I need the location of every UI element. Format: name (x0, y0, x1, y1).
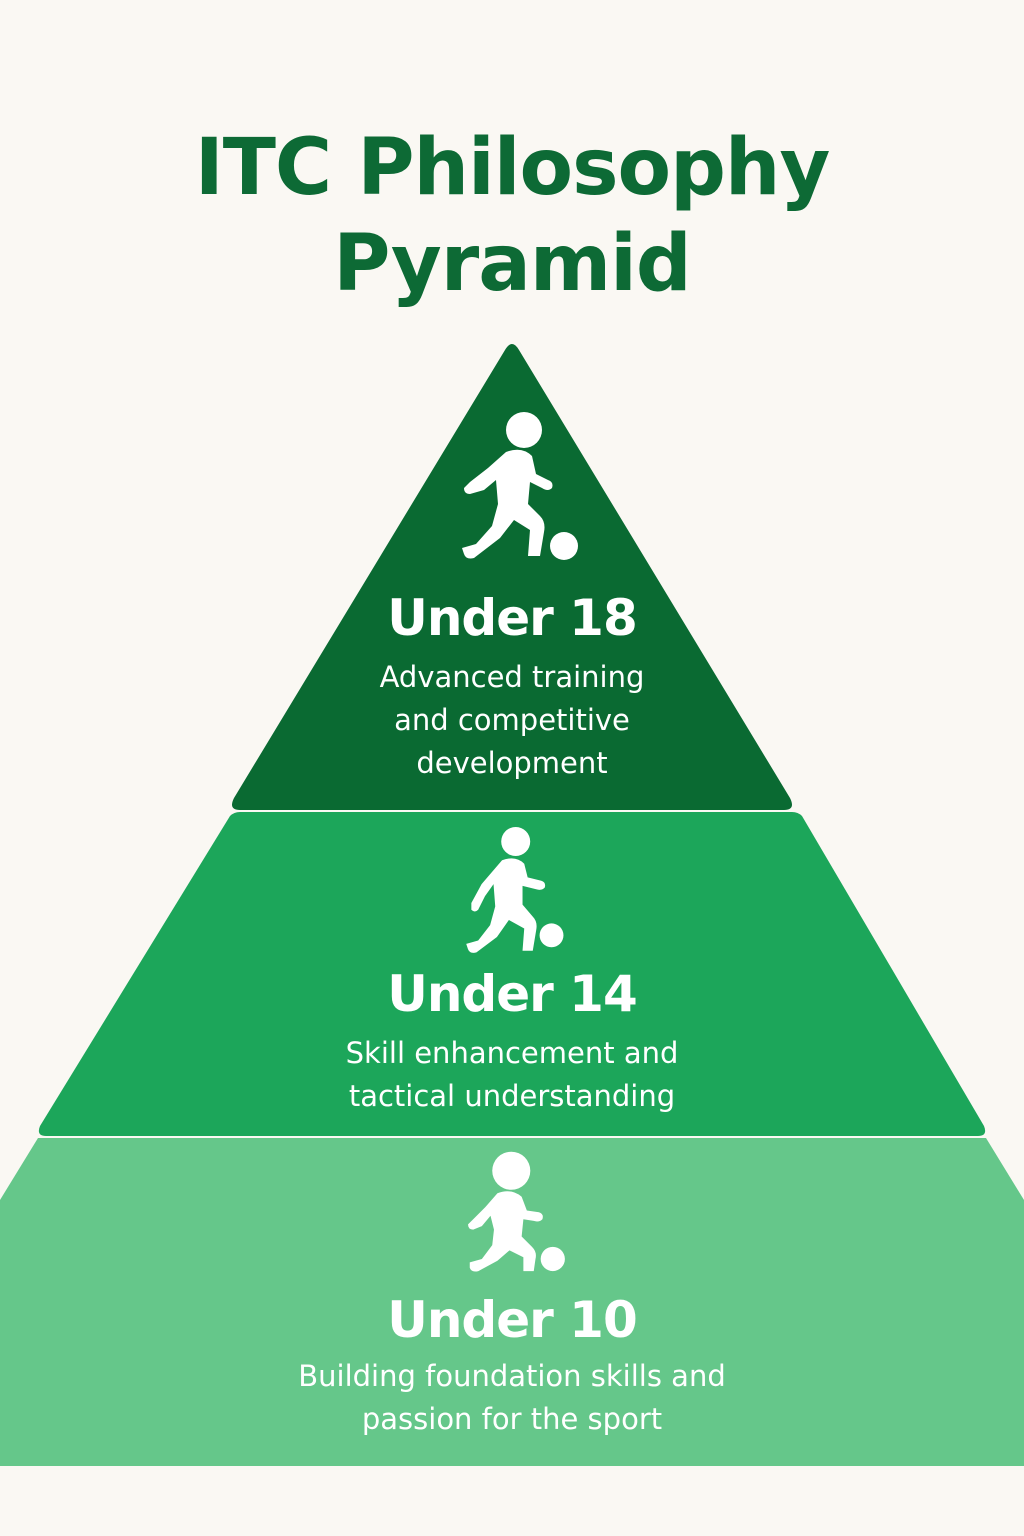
tier-description-under-14: Skill enhancement and tactical understan… (262, 1032, 762, 1118)
tier-description-line: and competitive (394, 703, 630, 737)
tier-middle-shape (38, 812, 986, 1136)
tier-description-line: Skill enhancement and (345, 1036, 679, 1070)
tier-label-under-18: Under 18 (387, 589, 638, 647)
tier-description-line: development (416, 746, 608, 780)
player-dribbling-icon (466, 827, 564, 953)
tier-description-line: tactical understanding (348, 1079, 676, 1113)
tier-description-line: Building foundation skills and (298, 1359, 726, 1393)
page-title: ITC Philosophy Pyramid (0, 120, 1024, 312)
tier-description-line: Advanced training (379, 660, 645, 694)
tier-description-under-18: Advanced training and competitive develo… (312, 656, 712, 785)
child-player-icon (468, 1151, 565, 1272)
player-dribbling-icon (462, 412, 578, 560)
tier-label-under-14: Under 14 (387, 965, 638, 1023)
title-line-2: Pyramid (333, 219, 691, 309)
tier-description-line: passion for the sport (361, 1402, 663, 1436)
tier-label-under-10: Under 10 (387, 1291, 638, 1349)
tier-bottom-shape (0, 1138, 1024, 1466)
tier-top-shape (232, 344, 792, 810)
tier-description-under-10: Building foundation skills and passion f… (212, 1355, 812, 1441)
title-line-1: ITC Philosophy (194, 123, 831, 213)
